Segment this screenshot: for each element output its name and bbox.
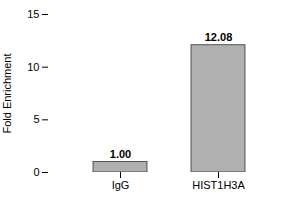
- svg-text:1.00: 1.00: [110, 148, 131, 160]
- svg-text:10: 10: [27, 61, 39, 73]
- svg-text:0: 0: [33, 166, 39, 178]
- svg-text:IgG: IgG: [112, 179, 130, 191]
- svg-text:12.08: 12.08: [205, 31, 233, 43]
- svg-text:HIST1H3A: HIST1H3A: [192, 179, 245, 191]
- svg-text:5: 5: [33, 113, 39, 125]
- svg-text:15: 15: [27, 8, 39, 20]
- svg-text:Fold Enrichment: Fold Enrichment: [1, 53, 13, 133]
